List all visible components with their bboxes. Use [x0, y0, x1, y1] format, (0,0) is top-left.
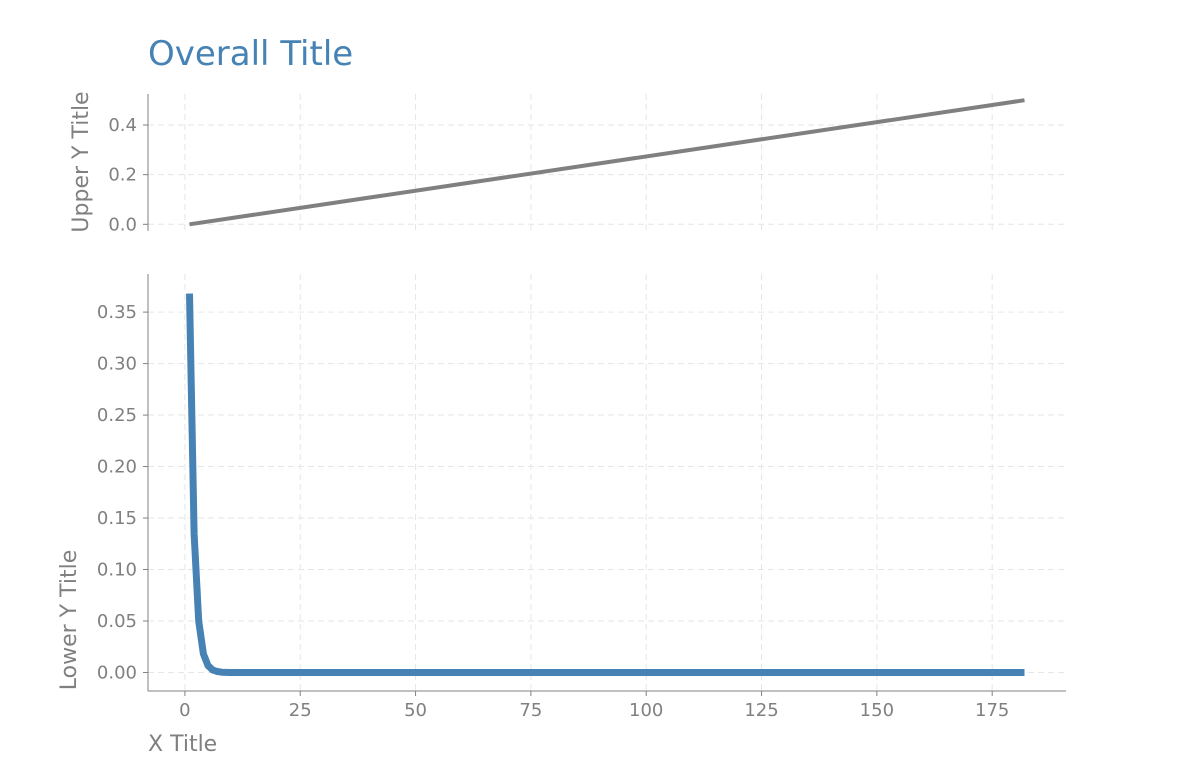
lower-y-tick-label: 0.05	[97, 611, 137, 632]
lower-y-tick-label: 0.15	[97, 508, 137, 529]
x-tick-label: 75	[519, 700, 542, 721]
lower-series-line	[186, 293, 1025, 676]
chart-title: Overall Title	[148, 34, 353, 74]
upper-series-line	[189, 98, 1025, 227]
lower-y-tick-label: 0.35	[97, 302, 137, 323]
x-tick-label: 125	[744, 700, 778, 721]
x-tick-label: 50	[404, 700, 427, 721]
lower-y-tick-label: 0.00	[97, 662, 137, 683]
x-tick-label: 25	[289, 700, 312, 721]
upper-y-tick-label: 0.4	[108, 115, 137, 136]
upper-y-tick-label: 0.2	[108, 165, 137, 186]
lower-y-tick-label: 0.20	[97, 457, 137, 478]
x-tick-label: 175	[975, 700, 1009, 721]
x-tick-label: 0	[179, 700, 190, 721]
upper-y-axis-title: Upper Y Title	[69, 91, 94, 232]
lower-y-tick-label: 0.10	[97, 560, 137, 581]
upper-panel: 0.0 0.2 0.4	[108, 94, 1066, 235]
lower-panel: 0.00 0.05 0.10 0.15 0.20 0.25 0.30 0.35 0 25 50 75 1…	[97, 274, 1066, 721]
x-tick-label: 100	[629, 700, 663, 721]
x-axis-title: X Title	[148, 732, 217, 757]
lower-y-tick-label: 0.25	[97, 405, 137, 426]
lower-y-axis-title: Lower Y Title	[57, 550, 82, 690]
x-tick-label: 150	[860, 700, 894, 721]
upper-y-tick-label: 0.0	[108, 214, 137, 235]
lower-y-tick-label: 0.30	[97, 354, 137, 375]
